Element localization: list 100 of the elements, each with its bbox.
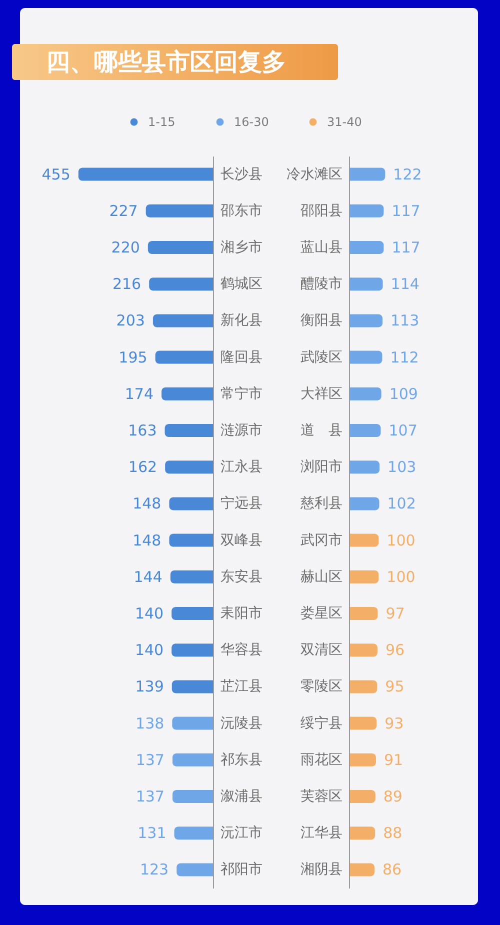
bar (172, 680, 213, 694)
bar (152, 314, 213, 328)
data-label: 131 (138, 824, 166, 842)
y-tick-label: 沅江市 (220, 825, 262, 842)
y-tick-label: 华容县 (220, 642, 262, 658)
bar (349, 790, 376, 803)
y-tick-label: 宁远县 (220, 496, 262, 512)
bar (349, 350, 382, 364)
y-tick-label: 芷江县 (220, 678, 262, 695)
bar (162, 387, 213, 400)
y-tick-label: 隆回县 (220, 349, 262, 366)
y-tick-label: 邵东市 (220, 202, 262, 219)
y-tick-label: 祁阳市 (220, 862, 262, 878)
y-tick-label: 沅陵县 (220, 715, 262, 732)
y-tick-label: 湘乡市 (220, 240, 262, 256)
legend-label: 1-15 (148, 115, 176, 129)
data-label: 148 (132, 531, 162, 550)
y-tick-label: 武冈市 (300, 532, 342, 548)
bar (349, 204, 384, 218)
data-label: 174 (124, 384, 154, 403)
y-tick-label: 双峰县 (220, 532, 262, 548)
bar (172, 790, 213, 803)
bar (169, 497, 213, 510)
y-tick-label: 邵阳县 (300, 202, 342, 219)
bar (176, 863, 213, 876)
data-label: 114 (390, 275, 420, 294)
data-label: 103 (388, 458, 416, 476)
bar (349, 241, 384, 254)
bar (349, 644, 378, 657)
bar (172, 644, 213, 657)
y-tick-label: 涟源市 (220, 422, 262, 438)
y-tick-label: 武陵区 (300, 349, 342, 366)
y-tick-label: 雨花区 (300, 752, 342, 768)
data-label: 89 (383, 788, 402, 806)
data-label: 117 (392, 238, 420, 256)
y-tick-label: 道 县 (300, 422, 342, 438)
bar (170, 570, 213, 584)
chart-title: 四、哪些县市区回复多 (46, 48, 286, 76)
y-tick-label: 绥宁县 (300, 715, 342, 732)
data-label: 102 (387, 494, 416, 513)
data-label: 112 (390, 348, 419, 366)
bar (78, 168, 213, 181)
data-label: 137 (136, 788, 164, 806)
y-tick-label: 大祥区 (300, 386, 342, 402)
bar (174, 826, 213, 840)
bar (349, 460, 380, 474)
bar (172, 716, 213, 730)
bar (172, 753, 213, 766)
bar (349, 607, 378, 620)
legend-label: 31-40 (327, 115, 362, 129)
data-label: 140 (134, 641, 164, 660)
data-label: 97 (386, 604, 405, 622)
data-label: 163 (128, 422, 157, 440)
bar (349, 314, 383, 328)
data-label: 109 (389, 384, 418, 403)
y-tick-label: 溆浦县 (220, 788, 262, 804)
y-tick-label: 衡阳县 (300, 312, 342, 329)
data-label: 195 (118, 348, 148, 366)
data-label: 86 (382, 860, 402, 879)
data-label: 123 (140, 860, 169, 879)
y-tick-label: 常宁市 (220, 386, 262, 402)
data-label: 140 (134, 604, 164, 622)
data-label: 162 (128, 458, 158, 476)
y-tick-label: 鹤城区 (220, 276, 262, 292)
data-label: 144 (134, 568, 162, 586)
y-tick-label: 东安县 (220, 568, 262, 585)
data-label: 455 (42, 165, 70, 184)
data-label: 227 (109, 202, 138, 220)
bar (148, 241, 213, 254)
bar (349, 826, 376, 840)
y-tick-label: 湘阴县 (300, 862, 342, 878)
y-tick-label: 蓝山县 (300, 240, 342, 256)
bar (146, 204, 213, 218)
bar (349, 863, 375, 876)
data-label: 117 (392, 202, 420, 220)
y-tick-label: 双清区 (300, 642, 342, 658)
data-label: 138 (136, 714, 164, 732)
data-label: 122 (393, 165, 422, 184)
data-label: 96 (385, 641, 405, 660)
data-label: 95 (385, 678, 404, 696)
data-label: 216 (112, 275, 142, 294)
data-label: 100 (386, 531, 416, 550)
bar (155, 350, 213, 364)
data-label: 203 (116, 312, 145, 330)
y-tick-label: 新化县 (220, 312, 262, 329)
y-tick-label: 冷水滩区 (286, 166, 342, 182)
bar (349, 680, 378, 694)
bar (165, 460, 213, 474)
bar (349, 387, 382, 400)
bar (349, 753, 376, 766)
legend-label: 16-30 (234, 115, 269, 129)
bar (349, 716, 377, 730)
bar (349, 278, 383, 291)
bar (349, 570, 379, 584)
y-tick-label: 慈利县 (300, 496, 342, 512)
data-label: 220 (111, 238, 140, 256)
y-tick-label: 赫山区 (300, 568, 342, 585)
bar (169, 534, 213, 547)
data-label: 88 (383, 824, 402, 842)
data-label: 107 (388, 422, 418, 440)
